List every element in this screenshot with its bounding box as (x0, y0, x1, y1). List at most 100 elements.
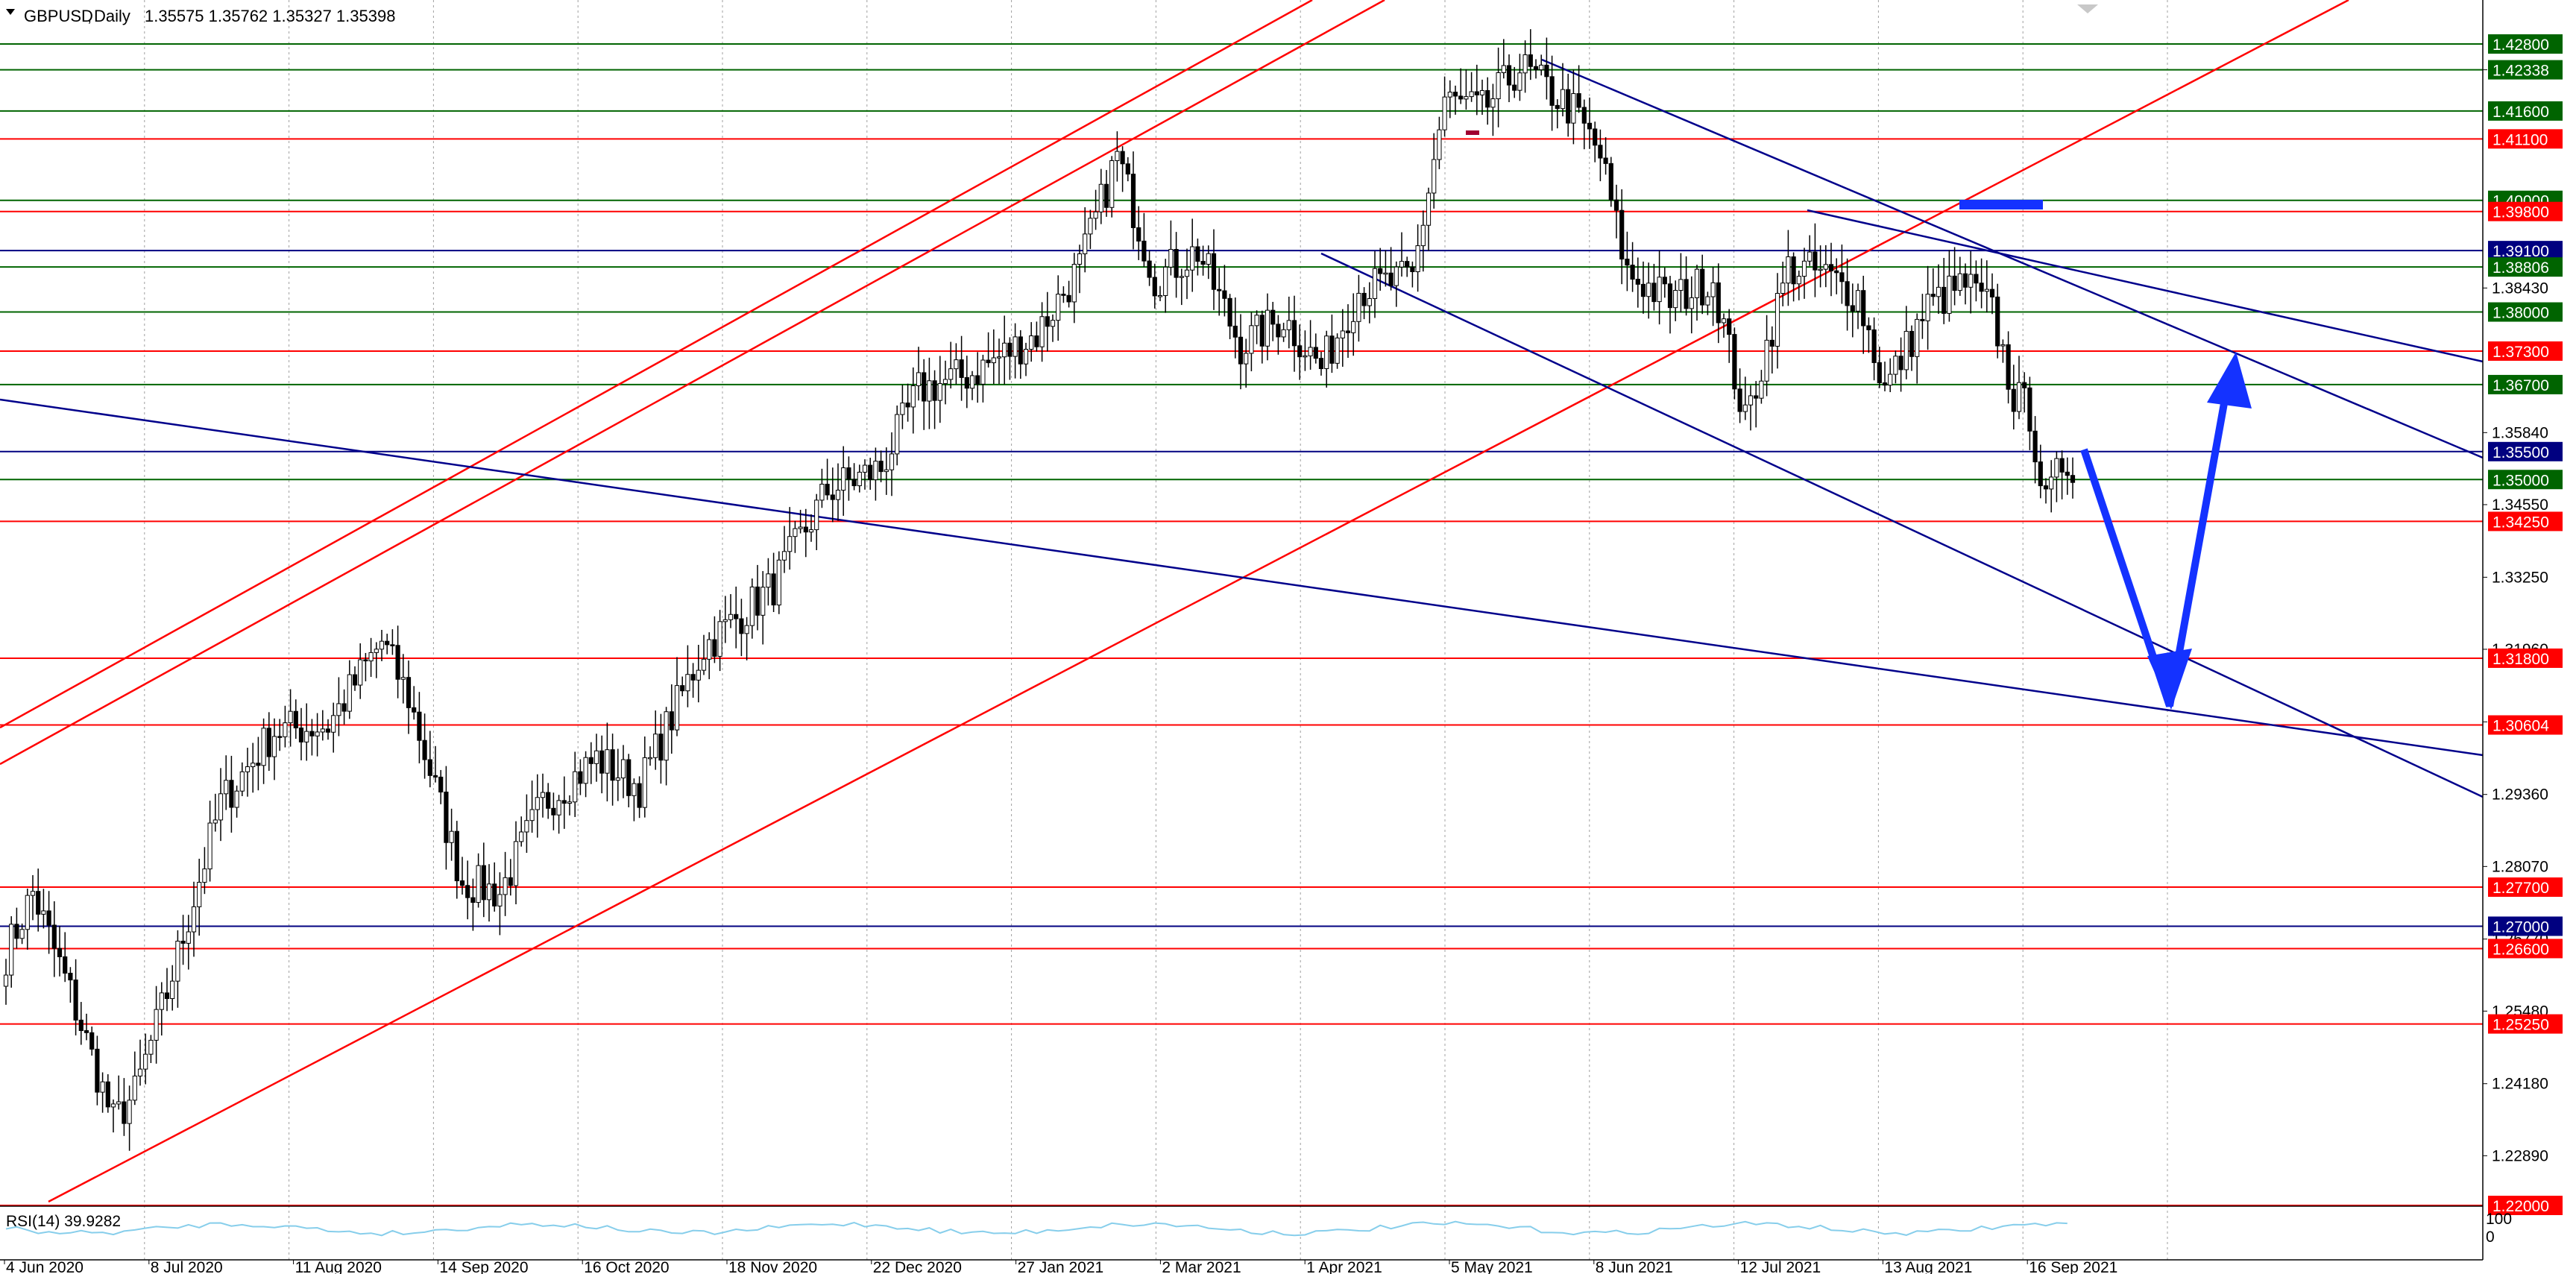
candle-body (701, 658, 707, 671)
candle-body (1125, 163, 1130, 175)
candle-body (1512, 84, 1517, 91)
candle-body (1850, 305, 1855, 312)
price-tick-label: 1.35840 (2492, 424, 2548, 441)
level-tag (2488, 916, 2563, 936)
level-tag-label: 1.37300 (2492, 344, 2549, 361)
candle-body (503, 877, 508, 895)
candle-body (1238, 336, 1244, 365)
candle-body (1109, 160, 1115, 208)
candle-body (1378, 268, 1383, 274)
candle-body (1989, 288, 1995, 297)
candle-body (1608, 163, 1613, 201)
candle-body (3, 974, 9, 987)
candle-body (583, 757, 588, 784)
rsi-line (5, 1220, 2068, 1237)
time-tick-label: 5 May 2021 (1451, 1259, 1533, 1274)
candle-body (1318, 358, 1324, 370)
candle-body (170, 980, 175, 1000)
candle-body (127, 1100, 132, 1124)
rsi-scale-top: 100 (2486, 1211, 2512, 1228)
trend-line (1320, 252, 2484, 798)
price-tick-label: 1.29360 (2492, 786, 2548, 804)
candle-body (1103, 183, 1109, 208)
candle-body (1071, 264, 1077, 303)
candle-body (546, 792, 551, 809)
candle-body (1056, 294, 1061, 321)
candle-body (851, 479, 857, 487)
candle-body (1335, 337, 1340, 364)
candle-body (1909, 330, 1915, 357)
candle-body (1603, 157, 1608, 164)
candle-body (1249, 325, 1254, 354)
candle-body (385, 640, 390, 646)
candle-body (1329, 335, 1335, 364)
level-tag-label: 1.25250 (2492, 1017, 2549, 1034)
candle-body (1651, 283, 1657, 303)
candle-body (1549, 76, 1555, 106)
candle-body (2049, 476, 2054, 490)
candle-body (2038, 461, 2043, 487)
candle-body (1727, 318, 1732, 335)
level-tag (2488, 1014, 2563, 1034)
level-tag-label: 1.27700 (2492, 880, 2549, 897)
candle-body (1179, 276, 1184, 278)
candle-body (191, 906, 197, 933)
candle-body (942, 379, 948, 385)
candle-body (116, 1101, 122, 1105)
candle-body (1361, 292, 1367, 306)
candle-body (288, 710, 293, 724)
candle-body (1769, 339, 1774, 347)
rsi-label: RSI(14) 39.9282 (6, 1213, 121, 1230)
forecast-drawings (1466, 130, 2252, 710)
candle-body (454, 830, 459, 882)
candle-body (1077, 253, 1083, 265)
candle-body (1587, 122, 1593, 130)
scroll-marker-icon[interactable] (2077, 4, 2098, 13)
candle-body (51, 924, 57, 949)
candle-body (2027, 387, 2032, 432)
candle-body (573, 771, 578, 803)
level-tag (2488, 441, 2563, 461)
candle-body (1120, 151, 1125, 165)
candle-body (1345, 330, 1351, 333)
candle-body (1673, 290, 1678, 309)
candle-body (1174, 249, 1179, 278)
candle-body (793, 528, 798, 537)
candle-body (2059, 458, 2065, 473)
candle-body (1705, 296, 1710, 306)
candle-body (615, 778, 620, 781)
time-tick-label: 22 Dec 2020 (873, 1259, 962, 1274)
candle-body (2070, 475, 2076, 483)
candle-body (1593, 128, 1598, 146)
candle-body (400, 677, 406, 680)
dropdown-triangle-icon[interactable] (6, 9, 15, 15)
candle-body (1184, 269, 1190, 277)
candle-body (529, 809, 535, 822)
candle-body (122, 1101, 127, 1124)
candle-body (25, 895, 30, 930)
candle-body (922, 372, 927, 402)
candle-body (1774, 293, 1780, 347)
candle-body (1297, 345, 1303, 358)
candle-body (1464, 96, 1469, 100)
candle-body (164, 992, 170, 1000)
time-tick-label: 27 Jan 2021 (1018, 1259, 1104, 1274)
candle-body (352, 674, 358, 686)
candle-body (1533, 66, 1539, 71)
level-tag (2488, 241, 2563, 261)
ohlc-values: 1.35575 1.35762 1.35327 1.35398 (145, 7, 395, 25)
candle-body (626, 759, 632, 796)
grid-lines (144, 0, 2168, 1260)
candle-body (1796, 276, 1801, 285)
level-tag-label: 1.31800 (2492, 651, 2549, 668)
level-tag-label: 1.26600 (2492, 941, 2549, 958)
candle-body (229, 780, 234, 808)
candle-body (787, 536, 793, 552)
candle-body (1716, 282, 1721, 324)
candle-body (744, 625, 749, 634)
candle-body (1050, 320, 1056, 327)
candle-body (830, 494, 835, 500)
candle-body (1265, 309, 1270, 347)
candle-body (1678, 279, 1684, 291)
